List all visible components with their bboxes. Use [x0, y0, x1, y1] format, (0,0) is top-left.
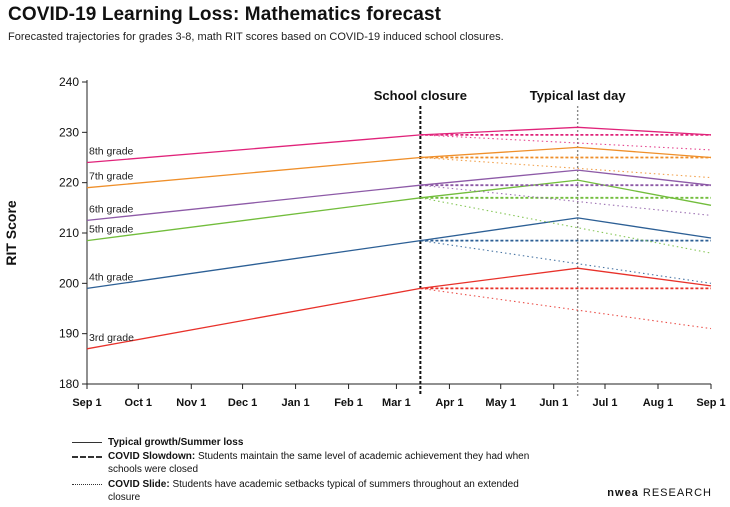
- x-tick-label: May 1: [485, 397, 516, 409]
- series-slide-line: [420, 240, 712, 284]
- x-tick-label: Apr 1: [435, 397, 463, 409]
- nwea-research-logo: nwea RESEARCH: [607, 487, 712, 499]
- x-tick-label: Jun 1: [539, 397, 568, 409]
- x-tick-label: Oct 1: [125, 397, 153, 409]
- y-tick-label: 180: [59, 377, 79, 391]
- legend-dashed-line: [72, 456, 102, 458]
- series-typical-line: [86, 179, 712, 242]
- y-tick-label: 210: [59, 226, 79, 240]
- chart-subtitle: Forecasted trajectories for grades 3-8, …: [8, 31, 504, 43]
- chart-title: COVID-19 Learning Loss: Mathematics fore…: [8, 4, 442, 25]
- annotation-label: Typical last day: [530, 88, 627, 103]
- series-typical-line: [86, 146, 712, 189]
- x-tick-label: Dec 1: [228, 397, 257, 409]
- y-tick-label: 200: [59, 276, 79, 290]
- legend-solid-line: [72, 442, 102, 443]
- y-tick-label: 190: [59, 327, 79, 341]
- series-typical-line: [86, 217, 712, 290]
- legend-key: COVID Slide:: [108, 479, 170, 490]
- legend-dotted-line: [72, 484, 102, 485]
- legend-desc: Students have academic setbacks typical …: [108, 479, 519, 503]
- x-tick-label: Aug 1: [643, 397, 674, 409]
- series-slide-line: [420, 134, 712, 151]
- x-tick-label: Jan 1: [281, 397, 309, 409]
- y-axis-label: RIT Score: [3, 200, 19, 266]
- x-tick-label: Mar 1: [382, 397, 411, 409]
- x-tick-label: Nov 1: [176, 397, 206, 409]
- legend-desc: Students maintain the same level of acad…: [108, 451, 530, 475]
- series-label: 4th grade: [89, 271, 134, 283]
- y-tick-label: 240: [59, 75, 79, 89]
- series-label: 8th grade: [89, 146, 134, 158]
- series-slide-line: [420, 197, 712, 254]
- legend-key: COVID Slowdown:: [108, 451, 196, 462]
- series-typical-line: [86, 169, 712, 222]
- x-tick-label: Sep 1: [696, 397, 725, 409]
- series-label: 3rd grade: [89, 332, 134, 344]
- x-tick-label: Jul 1: [592, 397, 617, 409]
- series-slide-line: [420, 184, 712, 216]
- x-tick-label: Sep 1: [72, 397, 101, 409]
- legend-key: Typical growth/Summer loss: [108, 437, 244, 448]
- series-typical-line: [86, 267, 712, 350]
- series-label: 7th grade: [89, 171, 134, 183]
- series-label: 5th grade: [89, 224, 134, 236]
- series-label: 6th grade: [89, 203, 134, 215]
- line-chart: 180 190 200 210 220 230 240 Sep 1 Oct 1 Nov 1 Dec …: [3, 75, 726, 409]
- series-slide-line: [420, 156, 712, 179]
- series-typical-line: [86, 126, 712, 164]
- annotation-label: School closure: [374, 88, 467, 103]
- y-tick-label: 220: [59, 176, 79, 190]
- y-tick-label: 230: [59, 125, 79, 139]
- x-tick-label: Feb 1: [334, 397, 363, 409]
- series-slide-line: [420, 287, 712, 330]
